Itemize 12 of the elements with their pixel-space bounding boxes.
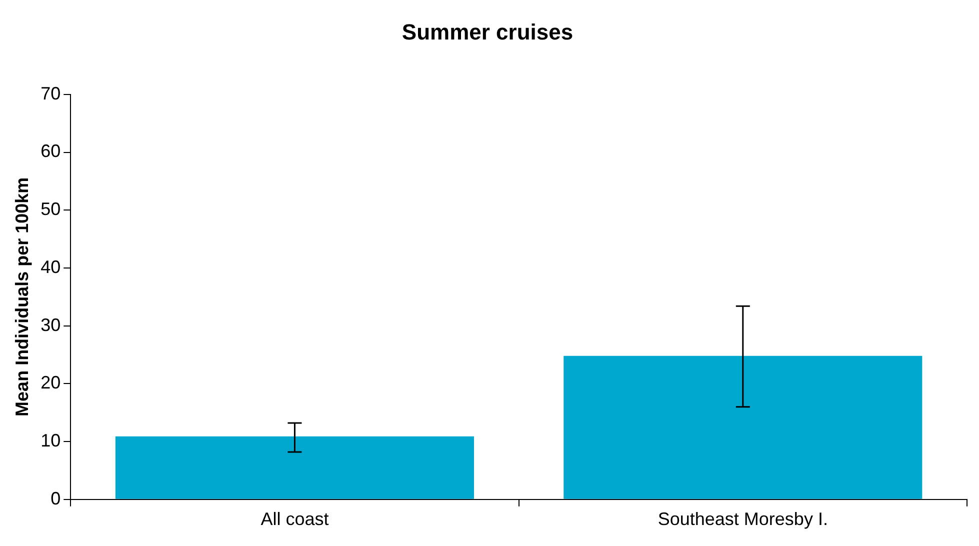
y-tick-label: 60 [40,141,61,162]
chart-title: Summer cruises [402,19,574,44]
y-tick-label: 30 [40,314,61,335]
x-tick-label: Southeast Moresby I. [658,509,828,530]
x-tick-label: All coast [260,509,329,530]
y-tick-label: 70 [40,83,61,104]
y-axis-title: Mean Individuals per 100km [12,177,32,416]
y-tick-label: 40 [40,256,61,277]
y-tick-label: 20 [40,372,61,393]
y-tick-label: 0 [50,488,61,508]
y-tick-label: 10 [40,430,61,451]
y-tick-label: 50 [40,199,61,220]
